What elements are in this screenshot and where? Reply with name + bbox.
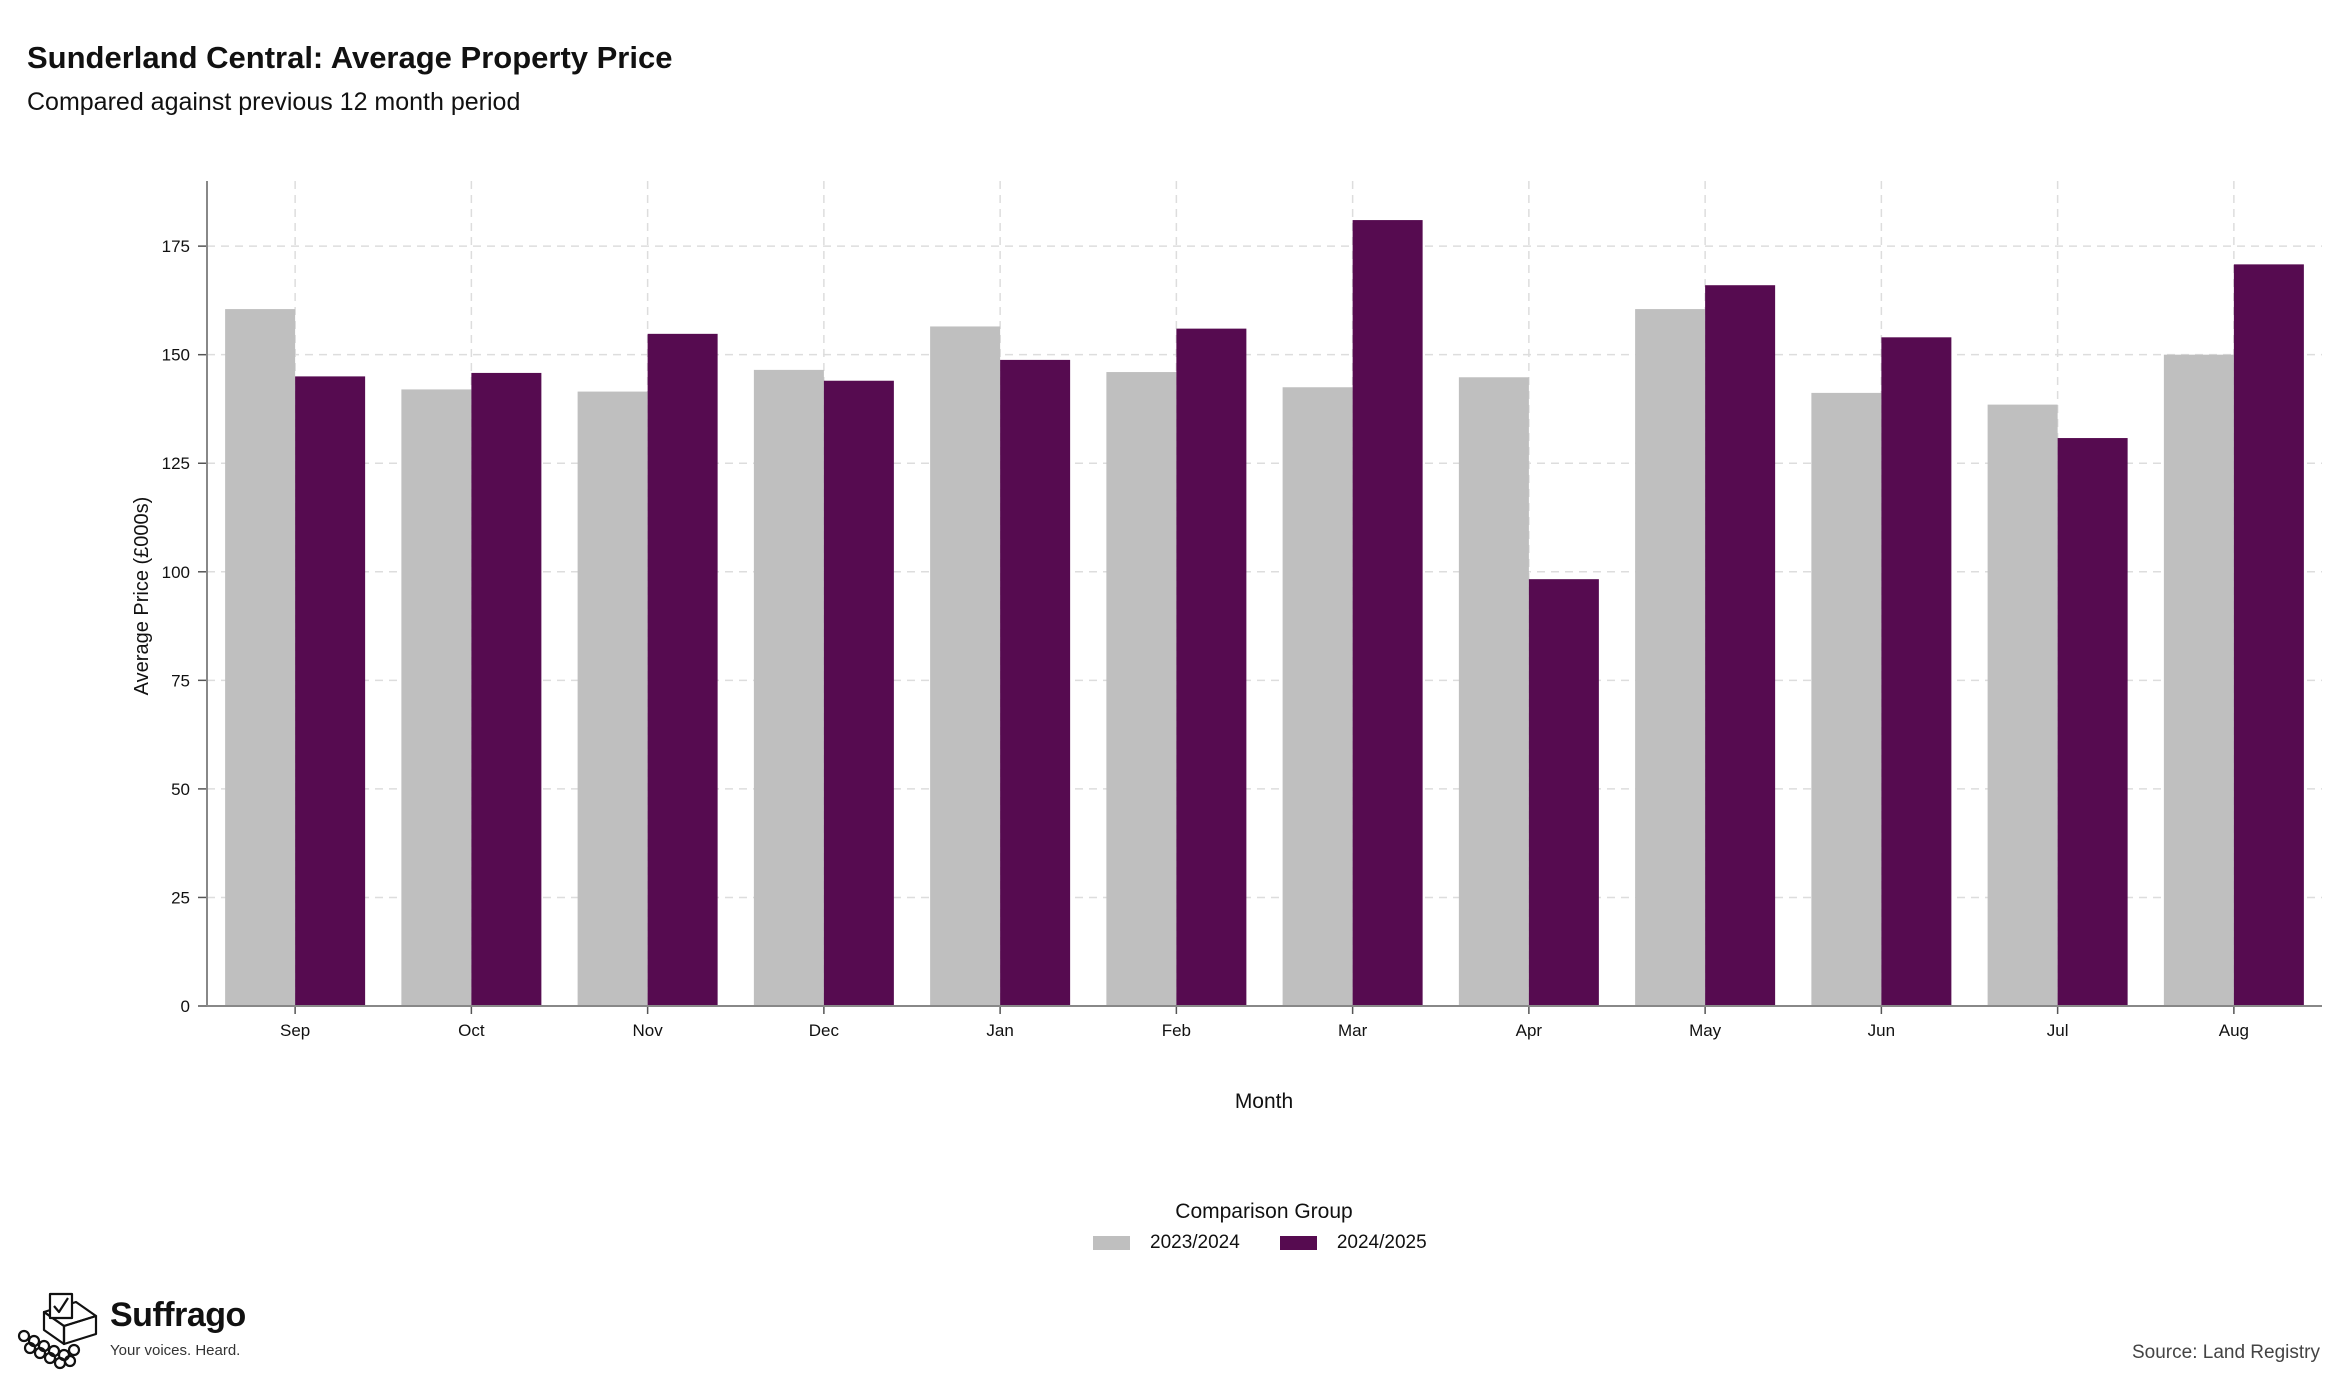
- bar-dec-2024-2025: [823, 380, 894, 1007]
- legend-swatch: [1093, 1236, 1130, 1250]
- x-tick-label: Apr: [1516, 1021, 1543, 1040]
- bar-apr-2023-2024: [1458, 377, 1529, 1006]
- bar-may-2023-2024: [1635, 309, 1706, 1006]
- x-tick-label: Sep: [280, 1021, 310, 1040]
- y-tick-label: 100: [162, 563, 190, 582]
- x-tick-label: Feb: [1162, 1021, 1191, 1040]
- x-tick-label: Dec: [809, 1021, 840, 1040]
- legend-label: 2023/2024: [1150, 1232, 1240, 1253]
- bar-nov-2023-2024: [577, 391, 648, 1006]
- x-tick-label: Aug: [2219, 1021, 2249, 1040]
- bar-jul-2023-2024: [1987, 404, 2058, 1006]
- ballot-box-icon: [17, 1292, 98, 1370]
- x-tick-label: Jun: [1868, 1021, 1895, 1040]
- bar-mar-2024-2025: [1352, 220, 1423, 1006]
- legend-swatch: [1279, 1236, 1317, 1250]
- bar-mar-2023-2024: [1282, 387, 1353, 1006]
- y-tick-label: 75: [171, 671, 190, 690]
- legend-title: Comparison Group: [1175, 1200, 1353, 1223]
- x-axis-label: Month: [1235, 1090, 1293, 1113]
- bar-feb-2024-2025: [1176, 328, 1247, 1006]
- x-tick-label: May: [1689, 1021, 1722, 1040]
- bar-sep-2023-2024: [225, 309, 296, 1006]
- x-tick-label: Nov: [633, 1021, 664, 1040]
- x-tick-label: Mar: [1338, 1021, 1368, 1040]
- bar-may-2024-2025: [1705, 285, 1776, 1006]
- bar-jun-2024-2025: [1881, 337, 1952, 1006]
- y-tick-label: 50: [171, 780, 190, 799]
- bar-oct-2024-2025: [471, 372, 542, 1007]
- chart-subtitle: Compared against previous 12 month perio…: [27, 88, 521, 116]
- bar-chart: 0 25 50 75 100 125 150 175 Sep Oct Nov Dec Jan Feb Mar…: [131, 181, 2322, 1113]
- y-tick-label: 150: [162, 346, 190, 365]
- y-tick-label: 175: [162, 237, 190, 256]
- x-tick-label: Oct: [458, 1021, 485, 1040]
- y-tick-label: 125: [162, 454, 190, 473]
- bars: [225, 220, 2304, 1007]
- bar-jun-2023-2024: [1811, 392, 1882, 1006]
- bar-nov-2024-2025: [647, 333, 718, 1006]
- bar-sep-2024-2025: [295, 376, 366, 1006]
- legend: 2023/2024 2024/2025: [1093, 1232, 1467, 1254]
- brand-logo: Suffrago Your voices. Heard.: [14, 1292, 246, 1372]
- brand-name: Suffrago: [110, 1296, 246, 1334]
- legend-label: 2024/2025: [1336, 1232, 1427, 1253]
- legend-item-2023-2024: 2023/2024: [1093, 1232, 1240, 1254]
- brand-tagline: Your voices. Heard.: [110, 1342, 241, 1359]
- bar-aug-2023-2024: [2163, 354, 2234, 1006]
- bar-dec-2023-2024: [753, 369, 824, 1006]
- y-tick-label: 25: [171, 888, 190, 907]
- x-tick-label: Jan: [986, 1021, 1013, 1040]
- bar-apr-2024-2025: [1528, 579, 1599, 1006]
- source-note: Source: Land Registry: [2132, 1342, 2320, 1363]
- bar-oct-2023-2024: [401, 389, 472, 1007]
- bar-jan-2024-2025: [1000, 359, 1071, 1006]
- axes: 0 25 50 75 100 125 150 175 Sep Oct Nov Dec Jan Feb Mar…: [162, 181, 2322, 1040]
- chart-title: Sunderland Central: Average Property Pri…: [27, 40, 673, 75]
- bar-aug-2024-2025: [2233, 264, 2304, 1006]
- x-tick-label: Jul: [2047, 1021, 2069, 1040]
- bar-feb-2023-2024: [1106, 372, 1177, 1007]
- bar-jul-2024-2025: [2057, 438, 2128, 1007]
- y-tick-label: 0: [181, 997, 190, 1016]
- y-axis-label: Average Price (£000s): [131, 497, 153, 696]
- bar-jan-2023-2024: [930, 326, 1001, 1006]
- legend-item-2024-2025: 2024/2025: [1279, 1232, 1427, 1254]
